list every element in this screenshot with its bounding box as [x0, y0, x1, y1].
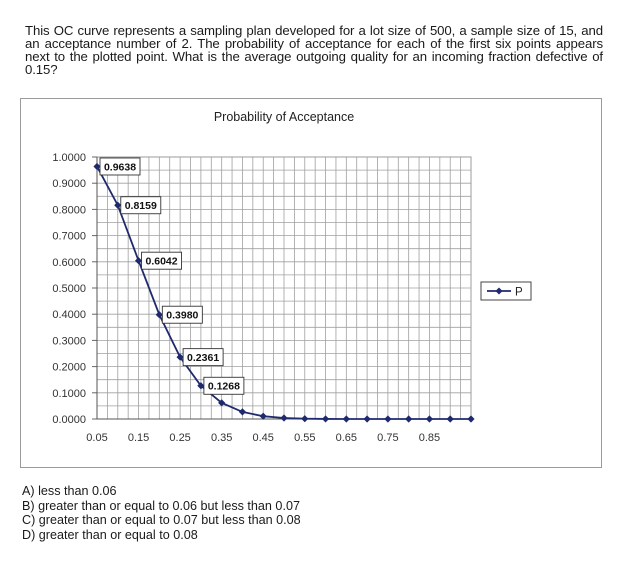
y-tick-label: 0.1000	[52, 388, 86, 400]
data-label: 0.2361	[187, 352, 219, 364]
data-point-marker	[238, 408, 247, 416]
x-tick-label: 0.35	[211, 432, 232, 444]
data-label: 0.9638	[104, 161, 136, 173]
data-label: 0.8159	[125, 200, 157, 212]
data-label-box	[99, 157, 141, 176]
x-tick-label: 0.05	[86, 432, 107, 444]
x-tick-label: 0.85	[419, 432, 440, 444]
answer-option-a[interactable]: A) less than 0.06	[22, 484, 117, 498]
answer-choices: A) less than 0.06 B) greater than or equ…	[22, 484, 301, 542]
data-point-marker	[321, 415, 330, 423]
data-point-marker	[363, 415, 371, 423]
data-point-marker	[446, 415, 454, 423]
y-tick-label: 0.2000	[52, 362, 86, 374]
x-tick-label: 0.75	[377, 432, 398, 444]
chart-canvas: Probability of Acceptance 1.0000 0.9000 0.8…	[52, 110, 532, 444]
answer-option-d[interactable]: D) greater than or equal to 0.08	[22, 527, 198, 542]
data-point-marker	[155, 311, 163, 319]
x-tick-label: 0.65	[336, 432, 357, 444]
data-label-box	[141, 251, 183, 270]
x-tick-label: 0.15	[128, 432, 149, 444]
data-point-marker	[467, 415, 475, 423]
answer-option-b[interactable]: B) greater than or equal to 0.06 but les…	[22, 498, 300, 513]
data-point-marker	[342, 415, 350, 423]
data-point-marker	[384, 415, 392, 423]
y-tick-label: 0.3000	[52, 335, 86, 347]
data-label: 0.1268	[208, 381, 240, 393]
data-point-marker	[114, 201, 122, 209]
oc-curve-chart: Probability of Acceptance 1.0000 0.9000 0.8…	[20, 98, 602, 468]
data-point-marker	[93, 162, 101, 171]
question-text: This OC curve represents a sampling plan…	[25, 23, 603, 77]
y-tick-label: 0.6000	[52, 257, 86, 269]
y-tick-label: 1.0000	[52, 152, 86, 164]
y-tick-label: 0.8000	[52, 204, 86, 216]
data-label: 0.3980	[166, 310, 198, 322]
data-label-box	[182, 348, 224, 367]
answer-option-c[interactable]: C) greater than or equal to 0.07 but les…	[22, 513, 301, 527]
chart-title: Probability of Acceptance	[214, 110, 354, 124]
legend-label: P	[515, 287, 523, 299]
data-point-marker	[301, 415, 309, 423]
data-point-marker	[425, 415, 434, 423]
y-tick-label: 0.0000	[52, 414, 86, 426]
data-label-box	[161, 305, 203, 324]
data-point-marker	[218, 399, 226, 407]
data-label-box	[203, 376, 245, 395]
data-label-box	[120, 196, 162, 215]
y-tick-label: 0.5000	[52, 283, 86, 295]
data-label: 0.6042	[145, 255, 177, 267]
x-tick-label: 0.55	[294, 432, 315, 444]
data-point-marker	[197, 382, 205, 390]
y-tick-label: 0.7000	[52, 231, 86, 243]
data-point-marker	[280, 414, 288, 422]
data-point-marker	[405, 415, 413, 423]
data-point-marker	[259, 412, 267, 420]
x-tick-label: 0.25	[169, 432, 190, 444]
y-tick-label: 0.9000	[52, 178, 86, 190]
y-tick-label: 0.4000	[52, 309, 86, 321]
data-point-marker	[176, 353, 184, 361]
x-tick-label: 0.45	[253, 432, 274, 444]
legend-marker	[495, 287, 503, 295]
